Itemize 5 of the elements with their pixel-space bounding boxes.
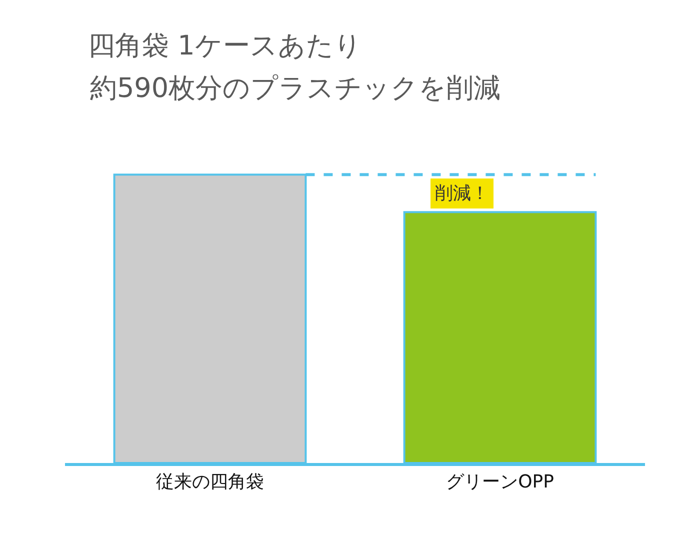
x-tick-label: 従来の四角袋 (156, 472, 264, 493)
chart-title: 四角袋 1ケースあたり (88, 30, 362, 62)
chart-subtitle: 約590枚分のプラスチックを削減 (90, 73, 501, 104)
annotation: 削減！ (435, 183, 489, 204)
x-tick-label: グリーンOPP (446, 472, 554, 493)
